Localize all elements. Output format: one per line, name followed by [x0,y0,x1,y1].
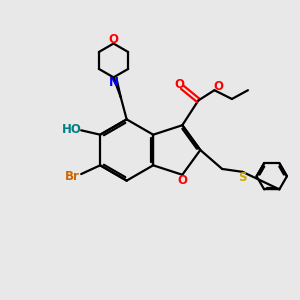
Text: S: S [238,171,247,184]
Text: HO: HO [62,123,82,136]
Text: O: O [177,173,187,187]
Text: O: O [174,78,184,91]
Text: O: O [213,80,223,93]
Text: N: N [109,76,118,89]
Text: Br: Br [65,170,80,183]
Text: O: O [109,33,118,46]
